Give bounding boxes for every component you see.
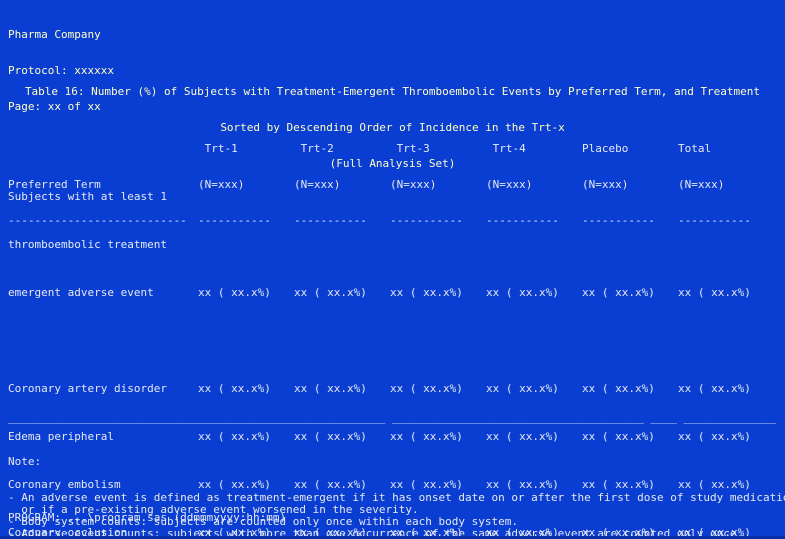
table-cell: xx ( xx.x%) <box>678 286 751 299</box>
column-underline: ----------- <box>294 214 367 227</box>
table-cell: xx ( xx.x%) <box>582 382 655 395</box>
table-row: Edema peripheral xx ( xx.x%) xx ( xx.x%) x… <box>8 431 774 443</box>
footnote-line: - Body system counts: subjects are count… <box>8 515 518 528</box>
window-bottom-edge <box>0 536 785 539</box>
table-cell: xx ( xx.x%) <box>294 286 367 299</box>
treatment-columns: Trt-1 (N=xxx) ----------- Trt-2 (N=xxx) … <box>198 119 774 251</box>
footnote-line: - An adverse event is defined as treatme… <box>8 491 785 504</box>
table-row <box>8 335 774 347</box>
table-row: thromboembolic treatment <box>8 239 774 251</box>
column-underline: ----------- <box>390 214 463 227</box>
table-cell: xx ( xx.x%) <box>678 430 751 443</box>
table-cell: xx ( xx.x%) <box>198 286 271 299</box>
table-row: Coronary artery disorder xx ( xx.x%) xx (… <box>8 383 774 395</box>
footnote-line: or if a pre-existing adverse event worse… <box>8 503 419 516</box>
column-name: Trt-4 <box>486 142 526 155</box>
column-header-trt-1: Trt-1 (N=xxx) ----------- <box>198 119 294 251</box>
table-cell: xx ( xx.x%) <box>678 526 751 539</box>
column-underline: ----------- <box>678 214 751 227</box>
column-n-count: (N=xxx) <box>582 178 629 191</box>
column-name: Placebo <box>582 142 629 155</box>
column-underline: ----------- <box>198 214 271 227</box>
preferred-term-label: thromboembolic treatment <box>8 238 167 251</box>
table-title-line3: (Full Analysis Set) <box>329 157 456 170</box>
table-title: Table 16: Number (%) of Subjects with Tr… <box>0 62 785 194</box>
company-name: Pharma Company <box>8 28 101 41</box>
table-cell: xx ( xx.x%) <box>390 430 463 443</box>
column-name: Trt-2 <box>294 142 334 155</box>
table-bottom-rule: ________________________________________… <box>8 411 777 424</box>
page-number-line: Page: xx of xx <box>8 100 101 113</box>
table-cell: xx ( xx.x%) <box>678 382 751 395</box>
preferred-term-label: Coronary embolism <box>8 478 121 491</box>
footnote-heading: Note: <box>8 455 42 468</box>
column-n-count: (N=xxx) <box>198 178 245 191</box>
table-cell: xx ( xx.x%) <box>198 478 271 491</box>
column-header-trt-3: Trt-3 (N=xxx) ----------- <box>390 119 486 251</box>
footnote-items: - An adverse event is defined as treatme… <box>8 492 785 539</box>
table-cell: xx ( xx.x%) <box>198 430 271 443</box>
table-cell: xx ( xx.x%) <box>294 382 367 395</box>
table-cell: xx ( xx.x%) <box>294 430 367 443</box>
table-cell: xx ( xx.x%) <box>486 286 559 299</box>
row-label-header-spacer <box>8 143 198 155</box>
column-name: Trt-3 <box>390 142 430 155</box>
column-header-total: Total (N=xxx) ----------- <box>678 119 774 251</box>
table-cell: xx ( xx.x%) <box>678 478 751 491</box>
preferred-term-label: Coronary artery disorder <box>8 382 167 395</box>
table-cell: xx ( xx.x%) <box>582 526 655 539</box>
table-column-headers: Preferred Term -------------------------… <box>8 119 774 251</box>
column-underline: ----------- <box>582 214 655 227</box>
table-row: Coronary embolism xx ( xx.x%) xx ( xx.x%)… <box>8 479 774 491</box>
table-cell: xx ( xx.x%) <box>390 526 463 539</box>
preferred-term-label <box>8 335 198 347</box>
preferred-term-label: Coronary occlusion <box>8 526 128 539</box>
column-name: Trt-1 <box>198 142 238 155</box>
column-header-placebo: Placebo (N=xxx) ----------- <box>582 119 678 251</box>
table-cell: xx ( xx.x%) <box>582 286 655 299</box>
table-cell: xx ( xx.x%) <box>390 382 463 395</box>
preferred-term-label: Subjects with at least 1 <box>8 190 167 203</box>
column-n-count: (N=xxx) <box>486 178 533 191</box>
table-cell: xx ( xx.x%) <box>390 286 463 299</box>
table-body: Subjects with at least 1 thromboembolic … <box>8 167 774 539</box>
table-row: emergent adverse event xx ( xx.x%) xx ( x… <box>8 287 774 299</box>
footnote-line: - Adverse event counts: subjects with mo… <box>8 527 744 539</box>
table-cell: xx ( xx.x%) <box>198 382 271 395</box>
table-title-line2: Sorted by Descending Order of Incidence … <box>220 121 565 134</box>
table-row: Subjects with at least 1 <box>8 191 774 203</box>
protocol-line: Protocol: xxxxxx <box>8 64 114 77</box>
row-label-underline: --------------------------- <box>8 214 187 227</box>
preferred-term-label: Edema peripheral <box>8 430 114 443</box>
column-n-count: (N=xxx) <box>294 178 341 191</box>
row-label-header: Preferred Term <box>8 178 101 191</box>
column-header-trt-2: Trt-2 (N=xxx) ----------- <box>294 119 390 251</box>
table-cell: xx ( xx.x%) <box>582 478 655 491</box>
page-header: Pharma Company Protocol: xxxxxx Page: xx… <box>8 5 114 137</box>
table-cell: xx ( xx.x%) <box>486 382 559 395</box>
table-cell: xx ( xx.x%) <box>486 478 559 491</box>
column-header-trt-4: Trt-4 (N=xxx) ----------- <box>486 119 582 251</box>
program-line: PROGRAM: ...\program.sas (ddmmmyyyy:hh:m… <box>8 511 287 524</box>
column-n-count: (N=xxx) <box>678 178 725 191</box>
preferred-term-label: emergent adverse event <box>8 286 154 299</box>
table-cell: xx ( xx.x%) <box>198 526 271 539</box>
table-cell: xx ( xx.x%) <box>582 430 655 443</box>
table-cell: xx ( xx.x%) <box>294 526 367 539</box>
column-n-count: (N=xxx) <box>390 178 437 191</box>
table-cell: xx ( xx.x%) <box>486 526 559 539</box>
table-cell: xx ( xx.x%) <box>390 478 463 491</box>
table-cell: xx ( xx.x%) <box>294 478 367 491</box>
column-name: Total <box>678 142 712 155</box>
table-cell: xx ( xx.x%) <box>486 430 559 443</box>
footnotes: Note: - An adverse event is defined as t… <box>8 432 785 539</box>
table-row: Coronary occlusion xx ( xx.x%) xx ( xx.x%… <box>8 527 774 539</box>
column-underline: ----------- <box>486 214 559 227</box>
table-title-line1: Table 16: Number (%) of Subjects with Tr… <box>24 85 761 98</box>
row-label-header-column: Preferred Term -------------------------… <box>8 119 198 251</box>
